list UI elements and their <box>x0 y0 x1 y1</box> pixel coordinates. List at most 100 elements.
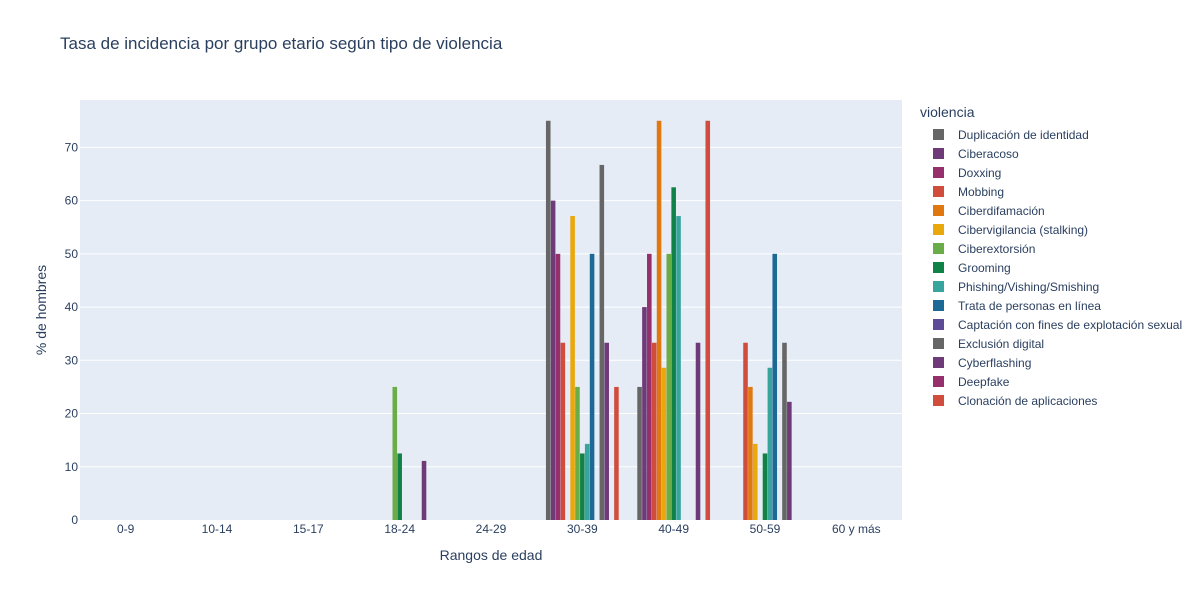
x-tick-label: 50-59 <box>750 522 781 536</box>
bar <box>767 367 773 520</box>
bar <box>676 216 681 520</box>
bar <box>695 342 701 520</box>
x-tick-label: 15-17 <box>293 522 324 536</box>
legend-item[interactable]: Mobbing <box>920 182 1198 201</box>
legend-label: Cibervigilancia (stalking) <box>958 222 1089 237</box>
bar <box>392 386 398 520</box>
legend-label: Trata de personas en línea <box>958 298 1101 313</box>
legend-label: Doxxing <box>958 165 1002 180</box>
y-tick-label: 40 <box>65 300 79 314</box>
bar <box>397 453 402 520</box>
legend-item[interactable]: Grooming <box>920 258 1198 277</box>
bar <box>743 342 748 520</box>
bar <box>752 443 758 520</box>
legend-swatch <box>933 338 944 349</box>
bar <box>614 386 619 520</box>
bar <box>580 453 585 520</box>
y-axis-title: % de hombres <box>33 265 49 355</box>
legend-label: Duplicación de identidad <box>958 127 1089 142</box>
bar <box>637 386 642 520</box>
x-tick-label: 24-29 <box>476 522 507 536</box>
y-tick-label: 20 <box>65 407 79 421</box>
legend-swatch <box>933 224 944 235</box>
legend-item[interactable]: Deepfake <box>920 372 1198 391</box>
legend-label: Ciberextorsión <box>958 241 1036 256</box>
bar <box>545 120 551 520</box>
legend-swatch <box>933 205 944 216</box>
bar <box>656 120 662 520</box>
legend-label: Grooming <box>958 260 1011 275</box>
bar <box>599 164 605 520</box>
bar <box>647 253 652 520</box>
legend-swatch <box>933 319 944 330</box>
legend-item[interactable]: Phishing/Vishing/Smishing <box>920 277 1198 296</box>
legend-swatch <box>933 300 944 311</box>
legend-swatch <box>933 129 944 140</box>
legend-swatch <box>933 262 944 273</box>
legend-item[interactable]: Clonación de aplicaciones <box>920 391 1198 410</box>
bar <box>421 460 427 520</box>
bar <box>555 253 561 520</box>
legend-item[interactable]: Captación con fines de explotación sexua… <box>920 315 1198 334</box>
bar <box>575 386 580 520</box>
legend-swatch <box>933 167 944 178</box>
x-tick-label: 0-9 <box>117 522 135 536</box>
legend-swatch <box>933 243 944 254</box>
x-tick-label: 40-49 <box>658 522 689 536</box>
legend-item[interactable]: Trata de personas en línea <box>920 296 1198 315</box>
y-axis-ticks: 0 10 20 30 40 50 60 70 <box>65 140 79 527</box>
y-tick-label: 60 <box>65 194 79 208</box>
legend-label: Deepfake <box>958 374 1010 389</box>
bar <box>782 342 787 520</box>
x-tick-label: 18-24 <box>384 522 415 536</box>
legend-item[interactable]: Exclusión digital <box>920 334 1198 353</box>
legend-swatch <box>933 148 944 159</box>
legend-swatch <box>933 395 944 406</box>
x-axis-title: Rangos de edad <box>440 547 543 563</box>
bar <box>570 216 575 520</box>
legend: violencia Duplicación de identidad Cibera… <box>920 104 1198 410</box>
bar <box>661 367 667 520</box>
x-tick-label: 10-14 <box>202 522 233 536</box>
legend-label: Phishing/Vishing/Smishing <box>958 279 1100 294</box>
legend-swatch <box>933 357 944 368</box>
legend-label: Captación con fines de explotación sexua… <box>958 317 1183 332</box>
bar <box>651 342 657 520</box>
y-tick-label: 30 <box>65 353 79 367</box>
legend-swatch <box>933 186 944 197</box>
bar <box>560 342 566 520</box>
bar <box>787 401 792 520</box>
bar <box>550 200 556 520</box>
legend-label: Cyberflashing <box>958 355 1032 370</box>
plot-area <box>80 100 902 520</box>
x-tick-label: 30-39 <box>567 522 598 536</box>
legend-item[interactable]: Duplicación de identidad <box>920 125 1198 144</box>
legend-title: violencia <box>920 104 975 120</box>
y-tick-label: 70 <box>65 140 79 154</box>
bar <box>589 253 595 520</box>
legend-item[interactable]: Cibervigilancia (stalking) <box>920 220 1198 239</box>
legend-label: Ciberdifamación <box>958 203 1045 218</box>
y-tick-label: 50 <box>65 247 79 261</box>
bar <box>671 187 676 520</box>
bar <box>772 253 778 520</box>
bar <box>604 342 609 520</box>
legend-label: Clonación de aplicaciones <box>958 393 1098 408</box>
bar <box>748 386 753 520</box>
legend-item[interactable]: Ciberdifamación <box>920 201 1198 220</box>
legend-swatch <box>933 376 944 387</box>
y-tick-label: 10 <box>65 460 79 474</box>
legend-item[interactable]: Ciberacoso <box>920 144 1198 163</box>
legend-items: Duplicación de identidad Ciberacoso Doxxin… <box>920 125 1198 410</box>
legend-swatch <box>933 281 944 292</box>
legend-item[interactable]: Doxxing <box>920 163 1198 182</box>
legend-label: Ciberacoso <box>958 146 1019 161</box>
bar <box>666 253 672 520</box>
legend-item[interactable]: Cyberflashing <box>920 353 1198 372</box>
legend-label: Exclusión digital <box>958 336 1045 351</box>
bar <box>705 120 711 520</box>
x-tick-label: 60 y más <box>832 522 881 536</box>
legend-item[interactable]: Ciberextorsión <box>920 239 1198 258</box>
bar <box>762 453 768 520</box>
